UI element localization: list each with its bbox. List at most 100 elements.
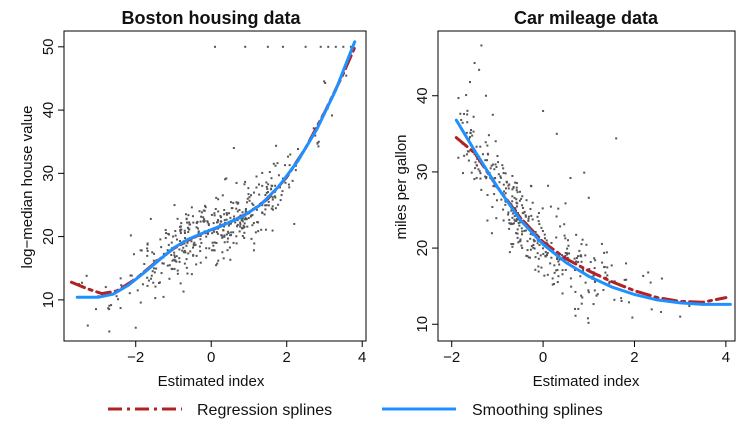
scatter-point bbox=[555, 132, 558, 135]
scatter-point bbox=[216, 232, 219, 235]
scatter-point bbox=[585, 243, 588, 246]
scatter-point bbox=[526, 240, 529, 243]
scatter-point bbox=[536, 252, 539, 255]
scatter-point bbox=[628, 301, 631, 304]
scatter-point bbox=[175, 255, 178, 258]
scatter-point bbox=[508, 251, 511, 254]
scatter-point bbox=[229, 234, 232, 237]
y-axis-label: miles per gallon bbox=[393, 134, 410, 239]
scatter-point bbox=[487, 153, 490, 156]
scatter-point bbox=[542, 109, 545, 112]
scatter-point bbox=[594, 259, 597, 262]
scatter-point bbox=[258, 193, 261, 196]
scatter-point bbox=[534, 256, 537, 259]
scatter-point bbox=[520, 227, 523, 230]
panel-car-mileage: Car mileage data miles per gallon Estima… bbox=[393, 8, 736, 390]
scatter-point bbox=[239, 223, 242, 226]
scatter-point bbox=[223, 241, 226, 244]
scatter-point bbox=[317, 145, 320, 148]
scatter-point bbox=[277, 174, 280, 177]
scatter-point bbox=[215, 196, 218, 199]
scatter-point bbox=[172, 235, 175, 238]
scatter-point bbox=[487, 134, 490, 137]
scatter-point bbox=[216, 221, 219, 224]
legend: Regression splines Smoothing splines bbox=[108, 402, 603, 419]
y-tick-label: 10 bbox=[40, 292, 57, 309]
scatter-point bbox=[463, 154, 466, 157]
scatter-point bbox=[152, 281, 155, 284]
scatter-point bbox=[154, 285, 157, 288]
scatter-point bbox=[247, 193, 250, 196]
scatter-point bbox=[160, 272, 163, 275]
scatter-point bbox=[270, 207, 273, 210]
scatter-point bbox=[241, 227, 244, 230]
scatter-point bbox=[542, 252, 545, 255]
scatter-point bbox=[596, 293, 599, 296]
scatter-point bbox=[516, 232, 519, 235]
scatter-point bbox=[480, 44, 483, 47]
scatter-point bbox=[215, 231, 218, 234]
scatter-point bbox=[541, 207, 544, 210]
scatter-point bbox=[549, 205, 552, 208]
scatter-point bbox=[207, 224, 210, 227]
y-tick-label: 20 bbox=[414, 240, 431, 257]
scatter-point bbox=[212, 244, 215, 247]
scatter-point bbox=[573, 257, 576, 260]
scatter-point bbox=[185, 266, 188, 269]
scatter-point bbox=[323, 80, 326, 83]
scatter-point bbox=[146, 284, 149, 287]
scatter-point bbox=[486, 144, 489, 147]
scatter-point bbox=[564, 254, 567, 257]
scatter-point bbox=[603, 266, 606, 269]
scatter-point bbox=[528, 256, 531, 259]
scatter-point bbox=[264, 208, 267, 211]
scatter-point bbox=[334, 45, 337, 48]
scatter-point bbox=[182, 290, 185, 293]
scatter-point bbox=[291, 179, 294, 182]
scatter-point bbox=[559, 225, 562, 228]
scatter-point bbox=[227, 224, 230, 227]
scatter-point bbox=[184, 237, 187, 240]
scatter-point bbox=[192, 254, 195, 257]
scatter-point bbox=[225, 218, 228, 221]
scatter-point bbox=[564, 237, 567, 240]
scatter-point bbox=[261, 171, 264, 174]
scatter-point bbox=[186, 241, 189, 244]
scatter-point bbox=[174, 234, 177, 237]
scatter-point bbox=[606, 274, 609, 277]
scatter-point bbox=[281, 45, 284, 48]
scatter-point bbox=[534, 230, 537, 233]
scatter-point bbox=[208, 247, 211, 250]
scatter-point bbox=[566, 247, 569, 250]
scatter-point bbox=[556, 281, 559, 284]
scatter-point bbox=[532, 238, 535, 241]
scatter-point bbox=[202, 220, 205, 223]
scatter-point bbox=[153, 252, 156, 255]
scatter-point bbox=[192, 243, 195, 246]
scatter-point bbox=[508, 183, 511, 186]
scatter-point bbox=[575, 260, 578, 263]
scatter-point bbox=[459, 112, 462, 115]
scatter-point bbox=[561, 254, 564, 257]
scatter-point bbox=[184, 213, 187, 216]
scatter-point bbox=[514, 219, 517, 222]
scatter-point bbox=[229, 216, 232, 219]
scatter-point bbox=[466, 150, 469, 153]
scatter-point bbox=[466, 109, 469, 112]
scatter-point bbox=[567, 244, 570, 247]
scatter-point bbox=[649, 281, 652, 284]
scatter-point bbox=[492, 185, 495, 188]
scatter-point bbox=[584, 281, 587, 284]
scatter-point bbox=[650, 308, 653, 311]
scatter-point bbox=[204, 206, 207, 209]
scatter-point bbox=[518, 190, 521, 193]
scatter-point bbox=[518, 240, 521, 243]
scatter-point bbox=[531, 218, 534, 221]
scatter-point bbox=[576, 255, 579, 258]
scatter-point bbox=[566, 239, 569, 242]
scatter-point bbox=[312, 127, 315, 130]
scatter-point bbox=[117, 298, 120, 301]
scatter-point bbox=[143, 263, 146, 266]
scatter-point bbox=[581, 269, 584, 272]
scatter-point bbox=[529, 248, 532, 251]
